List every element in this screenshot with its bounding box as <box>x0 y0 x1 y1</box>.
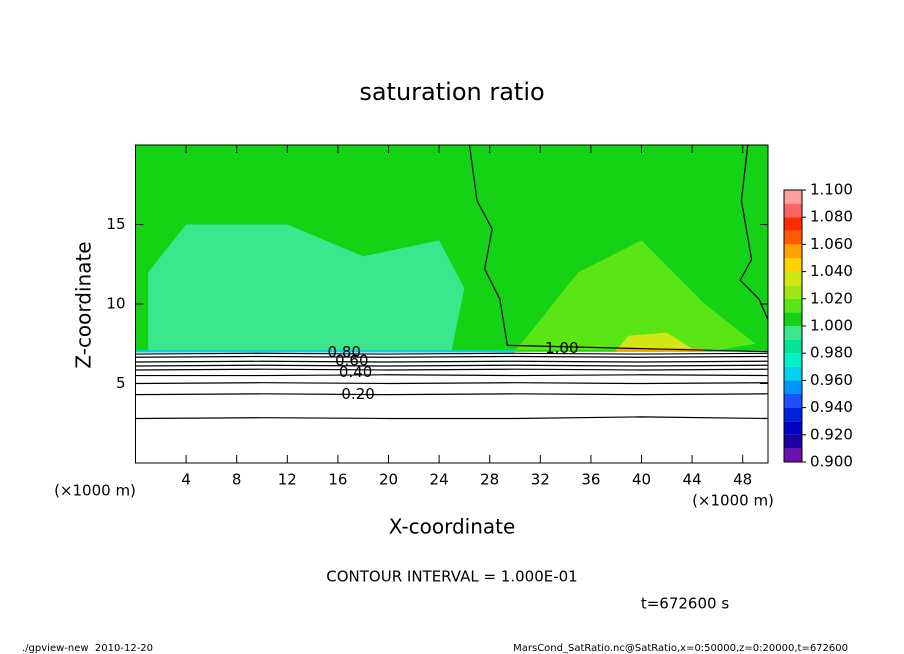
contour-label: 0.40 <box>339 363 372 381</box>
contour-label: 0.60 <box>335 352 368 370</box>
colorbar-cell <box>784 380 802 394</box>
colorbar-cell <box>784 244 802 258</box>
contour-line <box>135 416 769 420</box>
x-axis-label: X-coordinate <box>389 515 516 539</box>
colorbar-cell <box>784 203 802 218</box>
shaded-region <box>616 332 693 351</box>
colorbar-cell <box>784 258 802 272</box>
x-unit: (×1000 m) <box>692 492 774 510</box>
contour-line <box>135 352 769 355</box>
contour-label: 0.80 <box>328 343 361 361</box>
colorbar-cell <box>784 285 802 299</box>
shaded-region <box>515 240 756 351</box>
chart-title: saturation ratio <box>359 78 544 106</box>
x-tick-label: 20 <box>379 471 398 489</box>
colorbar-tick-label: 1.080 <box>810 208 853 226</box>
colorbar-tick-label: 0.900 <box>810 453 853 471</box>
colorbar-tick-label: 0.940 <box>810 398 853 416</box>
x-tick-label: 24 <box>430 471 449 489</box>
x-tick-label: 12 <box>278 471 297 489</box>
shaded-region <box>135 350 515 353</box>
x-tick-label: 32 <box>531 471 550 489</box>
colorbar-tick-label: 0.960 <box>810 371 853 389</box>
colorbar-cell <box>784 190 802 204</box>
footer-right: MarsCond_SatRatio.nc@SatRatio,x=0:50000,… <box>513 643 848 654</box>
contour-line <box>135 368 769 371</box>
colorbar-tick-label: 1.060 <box>810 235 853 253</box>
contour-line <box>135 374 769 377</box>
colorbar-cell <box>784 298 802 313</box>
colorbar-cell <box>784 217 802 231</box>
contour-line <box>468 144 769 353</box>
footer-left: ./gpview-new 2010-12-20 <box>22 643 153 654</box>
colorbar-cell <box>784 271 802 286</box>
y-tick-label: 5 <box>116 374 126 392</box>
y-tick-label: 10 <box>106 295 125 313</box>
colorbar-cell <box>784 434 802 449</box>
y-axis-label: Z-coordinate <box>72 241 96 368</box>
x-tick-label: 4 <box>181 471 191 489</box>
y-unit: (×1000 m) <box>54 482 136 500</box>
contour-label: 0.20 <box>341 385 374 403</box>
annotation: CONTOUR INTERVAL = 1.000E-01 <box>326 568 577 586</box>
contour-line <box>135 393 769 396</box>
colorbar-tick-label: 1.100 <box>810 181 853 199</box>
shaded-region <box>148 224 465 351</box>
contour-line <box>135 360 769 363</box>
colorbar-tick-label: 0.920 <box>810 425 853 443</box>
colorbar-cell <box>784 394 802 408</box>
contour-line <box>739 144 769 321</box>
colorbar-cell <box>784 407 802 422</box>
colorbar-tick-label: 1.020 <box>810 289 853 307</box>
contour-line <box>135 382 769 385</box>
time-label: t=672600 s <box>641 595 729 613</box>
colorbar-cell <box>784 230 802 245</box>
colorbar-tick-label: 1.000 <box>810 317 853 335</box>
x-tick-label: 36 <box>581 471 600 489</box>
x-tick-label: 16 <box>328 471 347 489</box>
contour-line <box>135 355 769 358</box>
colorbar-cell <box>784 312 802 326</box>
colorbar-cell <box>784 421 802 435</box>
x-tick-label: 48 <box>733 471 752 489</box>
y-tick-label: 15 <box>106 215 125 233</box>
colorbar-tick-label: 0.980 <box>810 344 853 362</box>
colorbar-cell <box>784 339 802 354</box>
x-tick-label: 40 <box>632 471 651 489</box>
contour-label: 1.00 <box>545 339 578 357</box>
colorbar-cell <box>784 353 802 367</box>
x-tick-label: 8 <box>232 471 242 489</box>
colorbar-tick-label: 1.040 <box>810 262 853 280</box>
x-tick-label: 44 <box>683 471 702 489</box>
colorbar-cell <box>784 326 802 340</box>
colorbar-cell <box>784 366 802 381</box>
x-tick-label: 28 <box>480 471 499 489</box>
contour-line <box>135 364 769 367</box>
colorbar-cell <box>784 448 802 462</box>
